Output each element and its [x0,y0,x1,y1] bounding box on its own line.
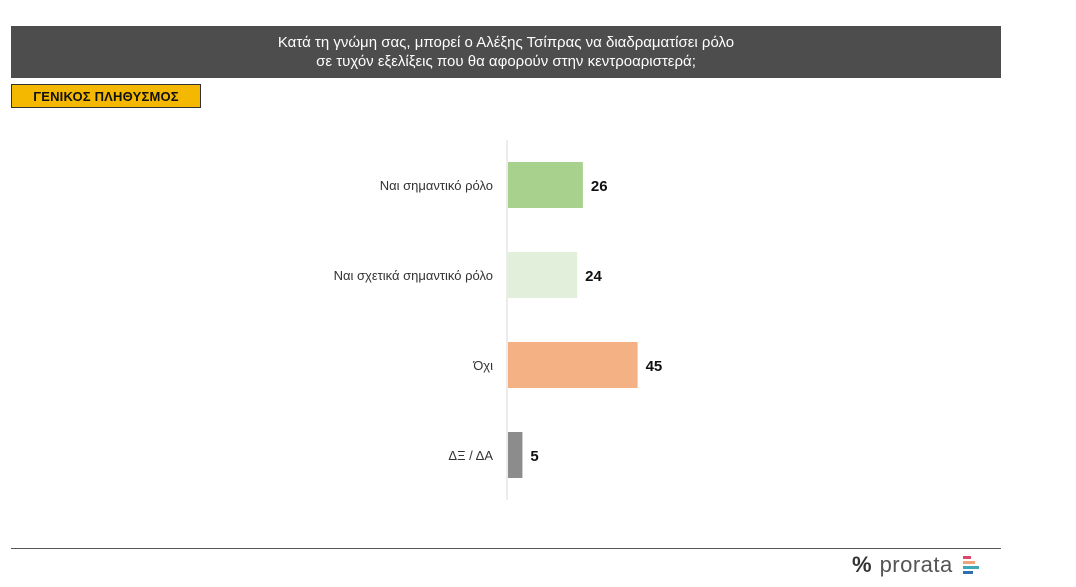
data-label: 45 [646,358,663,375]
category-label: Ναι σχετικά σημαντικό ρόλο [334,268,493,283]
brand-mark-bar [962,566,979,569]
prorata-logo: % prorata [852,552,979,578]
category-label: Όχι [472,358,493,373]
percent-icon: % [852,552,872,577]
population-badge: ΓΕΝΙΚΟΣ ΠΛΗΘΥΣΜΟΣ [11,84,201,108]
brand-mark-bar [962,571,973,574]
chart-title-line-1: Κατά τη γνώμη σας, μπορεί ο Αλέξης Τσίπρ… [277,34,735,51]
data-label: 5 [530,448,538,465]
brand-name: prorata [879,552,953,577]
category-label: Ναι σημαντικό ρόλο [380,178,493,193]
data-label: 26 [591,178,608,195]
brand-mark-bar [962,561,975,564]
bar [508,162,583,208]
footer-divider [11,548,1001,549]
bar [508,432,523,478]
category-label: ΔΞ / ΔΑ [448,448,493,463]
bar [508,252,578,298]
chart-title-bar: Κατά τη γνώμη σας, μπορεί ο Αλέξης Τσίπρ… [11,26,1001,78]
data-label: 24 [585,268,602,285]
chart-title-line-2: σε τυχόν εξελίξεις που θα αφορούν στην κ… [316,53,696,70]
brand-bars-icon [962,556,979,574]
bar [508,342,638,388]
brand-mark-bar [962,556,971,559]
